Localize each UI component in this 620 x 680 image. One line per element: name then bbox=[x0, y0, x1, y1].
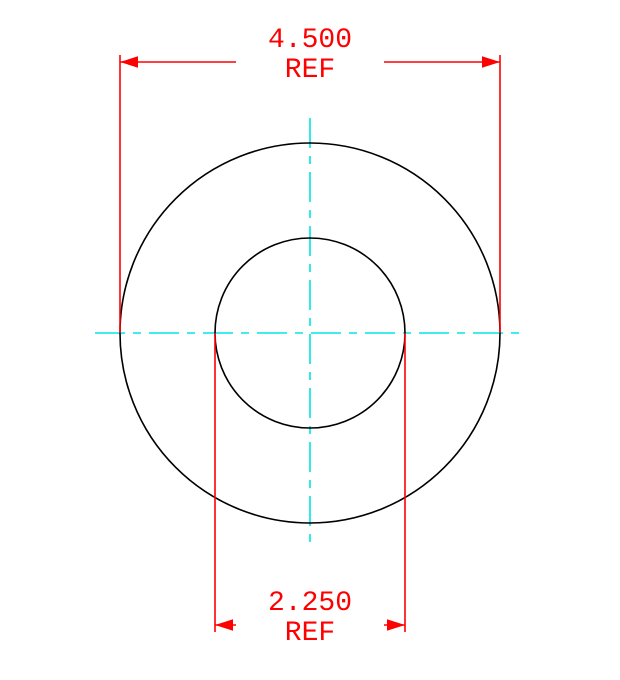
top-dim-value: 4.500 bbox=[268, 25, 352, 56]
bot-dim-ref: REF bbox=[285, 618, 335, 649]
technical-drawing: 4.500REF2.250REF bbox=[0, 0, 620, 680]
bot-dim-value: 2.250 bbox=[268, 588, 352, 619]
top-dim-ref: REF bbox=[285, 55, 335, 86]
